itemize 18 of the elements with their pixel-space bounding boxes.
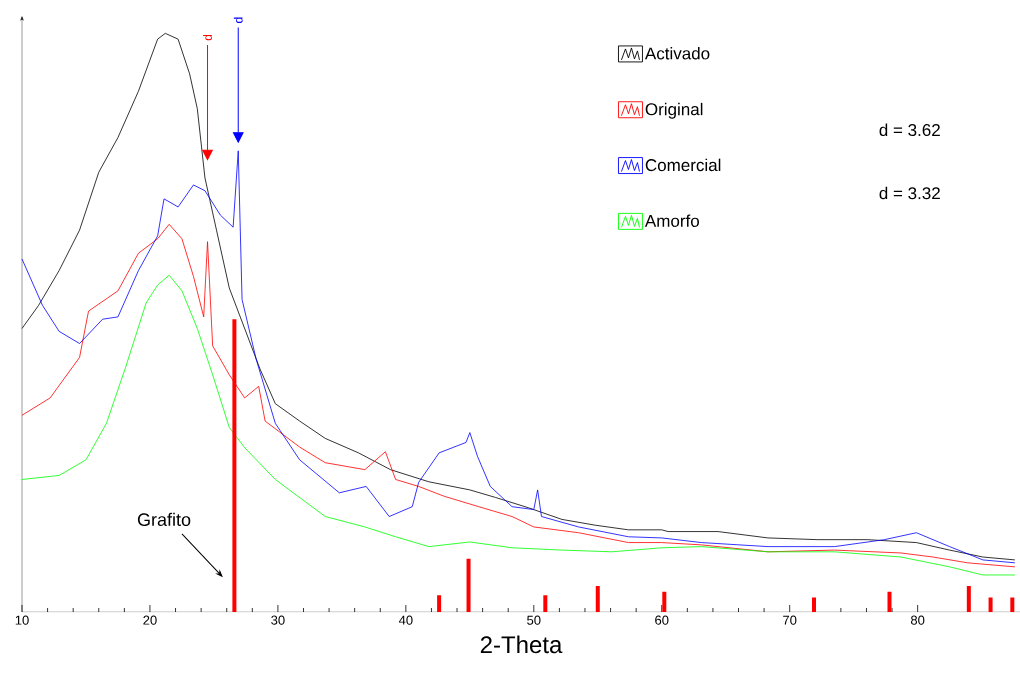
x-tick-label: 60 bbox=[655, 615, 669, 625]
x-axis-title: 2-Theta bbox=[480, 635, 563, 654]
annotation: Grafito bbox=[137, 512, 191, 527]
x-tick-label: 40 bbox=[398, 615, 413, 625]
x-tick-label: 10 bbox=[15, 615, 29, 625]
legend-label: Amorfo bbox=[644, 214, 699, 227]
x-tick-label: 80 bbox=[910, 615, 925, 625]
legend-label: Comercial bbox=[645, 158, 721, 172]
legend-label: Activado bbox=[644, 47, 710, 60]
x-tick-label: 70 bbox=[783, 615, 797, 625]
legend-label: Original bbox=[645, 102, 703, 119]
x-tick-label: 50 bbox=[527, 615, 541, 625]
annotation: d bbox=[203, 34, 212, 41]
annotation: d = 3.32 bbox=[879, 186, 940, 200]
x-tick-label: 20 bbox=[143, 615, 157, 625]
annotation: d = 3.62 bbox=[879, 123, 940, 137]
x-tick-label: 30 bbox=[271, 615, 285, 625]
text: d bbox=[233, 17, 243, 23]
